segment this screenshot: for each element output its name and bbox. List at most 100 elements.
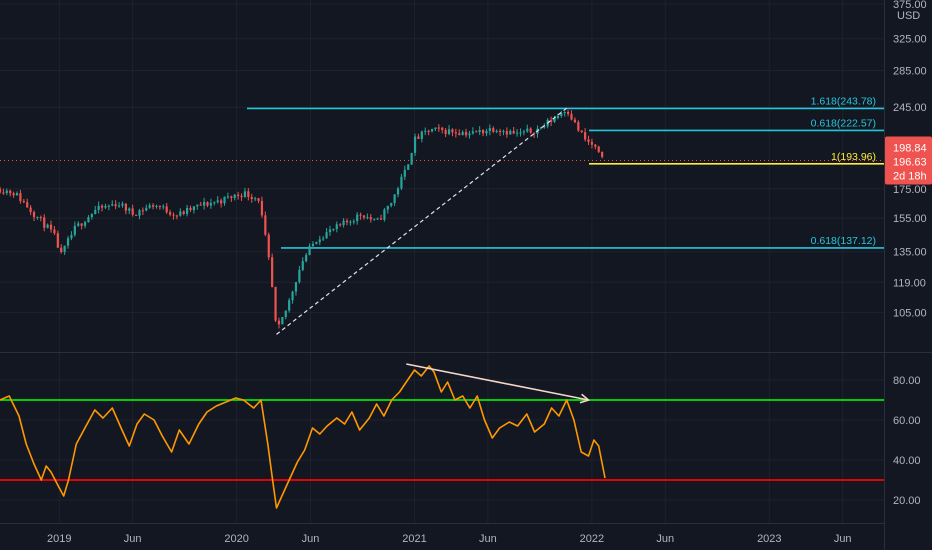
dashed-trendline xyxy=(276,107,568,335)
candle-body xyxy=(505,131,508,135)
candle-body xyxy=(138,210,141,216)
candle-body xyxy=(570,113,573,120)
rsi-tick-label: 60.00 xyxy=(893,415,921,427)
candle-body xyxy=(162,206,165,208)
candle-body xyxy=(192,206,196,211)
candle-body xyxy=(601,151,604,157)
candle-body xyxy=(12,193,15,196)
candle-body xyxy=(315,242,318,244)
candle-body xyxy=(305,254,308,262)
candle-body xyxy=(379,218,383,220)
rsi-line xyxy=(0,365,606,509)
candle-body xyxy=(478,129,481,133)
candle-body xyxy=(46,224,49,228)
candle-body xyxy=(468,133,471,136)
candle-body xyxy=(420,131,423,139)
candle-body xyxy=(73,225,76,235)
candle-body xyxy=(526,128,529,132)
candle-body xyxy=(345,220,349,223)
candle-body xyxy=(488,128,491,131)
candle-body xyxy=(220,200,223,204)
time-tick-label: Jun xyxy=(479,533,497,545)
candle-body xyxy=(539,127,542,129)
candle-body xyxy=(567,111,570,114)
rsi-tick-label: 80.00 xyxy=(893,375,921,387)
candle-body xyxy=(94,209,97,214)
candle-body xyxy=(383,209,386,220)
candle-body xyxy=(580,130,583,133)
candle-body xyxy=(369,217,372,220)
fib-level-label: 0.618(222.57) xyxy=(811,117,876,129)
candle-body xyxy=(328,229,332,233)
candle-body xyxy=(60,247,63,253)
candle-body xyxy=(410,152,413,165)
candle-body xyxy=(158,205,161,208)
candle-body xyxy=(53,229,56,234)
candle-body xyxy=(332,229,335,231)
price-axis[interactable]: 375.00 325.00 285.00 245.00 175.00 155.00 135.… xyxy=(893,0,927,320)
candle-body xyxy=(19,193,22,202)
candle-body xyxy=(134,214,138,216)
candle-body xyxy=(437,127,440,129)
candle-body xyxy=(213,202,216,204)
candle-body xyxy=(393,194,396,204)
candle-body xyxy=(264,215,267,235)
price-tick-label: 135.00 xyxy=(893,247,927,259)
candle-body xyxy=(97,205,100,210)
time-tick-label: 2019 xyxy=(47,533,71,545)
candle-body xyxy=(128,208,131,211)
arrow-head-icon xyxy=(579,393,591,404)
price-tick-label: 375.00 xyxy=(893,0,927,11)
candle-body xyxy=(532,132,536,134)
candle-body xyxy=(359,214,362,216)
candle-body xyxy=(209,203,213,206)
candle-body xyxy=(216,200,219,203)
price-tag-label: 198.84 xyxy=(893,143,927,155)
candle-body xyxy=(281,317,284,325)
candle-body xyxy=(597,146,600,152)
candle-body xyxy=(172,214,175,216)
candle-body xyxy=(223,196,226,204)
candle-body xyxy=(349,221,352,223)
time-tick-label: Jun xyxy=(656,533,674,545)
candle-body xyxy=(206,202,209,206)
candle-body xyxy=(298,269,301,283)
candle-body xyxy=(243,191,247,198)
price-tick-label: 285.00 xyxy=(893,66,927,78)
rsi-axis[interactable]: 80.00 60.00 40.00 20.00 xyxy=(893,375,921,507)
candle-body xyxy=(294,282,298,292)
candle-body xyxy=(492,128,495,132)
candle-body xyxy=(529,128,532,133)
price-tick-label: 119.00 xyxy=(893,277,926,289)
candle-body xyxy=(464,131,468,136)
candle-body xyxy=(458,133,461,136)
candle-body xyxy=(512,130,515,134)
candle-body xyxy=(29,207,32,213)
candle-body xyxy=(481,129,485,134)
candle-body xyxy=(49,224,53,230)
fib-level-label: 1(193.96) xyxy=(831,151,876,163)
candle-body xyxy=(257,198,260,201)
candle-body xyxy=(277,320,281,325)
candle-body xyxy=(366,217,369,219)
candle-body xyxy=(515,132,519,134)
candle-body xyxy=(80,223,83,226)
price-tick-label: 175.00 xyxy=(893,184,927,196)
time-tick-label: 2023 xyxy=(757,533,781,545)
candle-body xyxy=(151,205,155,207)
candle-body xyxy=(427,130,430,132)
time-axis[interactable]: 2019 Jun 2020 Jun 2021 Jun 2022 Jun 2023 Jun xyxy=(47,533,852,545)
candle-body xyxy=(43,217,46,228)
time-tick-label: Jun xyxy=(124,533,142,545)
fib-level-label: 0.618(137.12) xyxy=(811,235,876,247)
candle-body xyxy=(590,141,594,145)
candle-body xyxy=(403,169,406,177)
candle-body xyxy=(424,130,427,132)
candle-body xyxy=(417,136,420,139)
candle-body xyxy=(0,188,2,193)
price-tick-label: 105.00 xyxy=(893,308,927,320)
candle-body xyxy=(117,205,121,207)
candle-body xyxy=(168,212,172,215)
candle-body xyxy=(233,194,236,198)
